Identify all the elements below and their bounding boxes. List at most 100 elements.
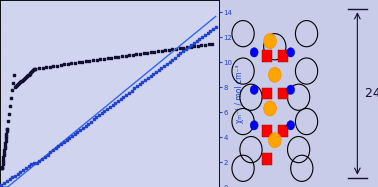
Point — [115, 55, 121, 58]
Point — [26, 165, 32, 168]
Point — [3, 139, 9, 142]
Point — [74, 130, 81, 133]
Point — [76, 61, 82, 64]
Point — [23, 76, 29, 79]
Point — [2, 142, 8, 145]
Point — [99, 112, 105, 115]
Point — [137, 52, 143, 55]
Point — [188, 44, 194, 47]
Point — [0, 161, 6, 164]
Point — [164, 62, 170, 65]
Point — [206, 43, 212, 46]
Point — [25, 74, 31, 77]
Bar — [262, 125, 272, 137]
Circle shape — [264, 101, 276, 116]
Point — [142, 79, 148, 82]
Point — [202, 33, 208, 36]
Point — [97, 58, 103, 61]
Point — [5, 120, 11, 123]
Point — [183, 48, 189, 51]
Point — [158, 66, 164, 69]
Point — [115, 99, 121, 102]
Point — [64, 139, 70, 142]
Point — [199, 35, 205, 38]
Point — [25, 73, 31, 76]
Point — [112, 56, 118, 59]
Point — [29, 70, 36, 73]
Point — [82, 124, 88, 127]
Circle shape — [250, 85, 258, 94]
Point — [4, 128, 10, 131]
Point — [191, 45, 197, 48]
Point — [0, 163, 6, 166]
Point — [2, 146, 8, 149]
Point — [2, 144, 8, 147]
Point — [28, 71, 34, 74]
Point — [96, 114, 102, 117]
Point — [8, 96, 14, 99]
Point — [87, 59, 93, 62]
Point — [202, 43, 208, 46]
Point — [3, 137, 9, 140]
Circle shape — [250, 48, 258, 57]
Point — [28, 70, 34, 73]
Point — [58, 143, 64, 146]
Point — [108, 56, 114, 59]
Point — [207, 29, 213, 32]
Point — [88, 120, 94, 123]
Point — [85, 122, 91, 125]
Point — [12, 85, 18, 88]
Point — [77, 128, 83, 131]
Point — [110, 104, 116, 107]
Point — [0, 165, 5, 168]
Point — [155, 50, 161, 53]
Point — [0, 167, 5, 170]
Point — [187, 45, 194, 48]
Point — [91, 118, 97, 121]
Point — [122, 54, 129, 57]
Point — [204, 31, 211, 34]
Point — [104, 108, 110, 111]
Point — [23, 167, 29, 170]
Bar — [278, 50, 288, 62]
Point — [119, 55, 125, 58]
Point — [94, 58, 100, 61]
Point — [133, 53, 139, 56]
Point — [118, 97, 124, 100]
Point — [107, 106, 113, 109]
Point — [162, 49, 168, 52]
Point — [9, 176, 15, 179]
Point — [39, 157, 45, 160]
Point — [30, 69, 36, 72]
Point — [0, 156, 6, 159]
Point — [10, 81, 16, 84]
Point — [147, 75, 153, 78]
Bar — [262, 50, 272, 62]
Point — [61, 141, 67, 144]
Point — [1, 154, 7, 157]
Point — [169, 48, 175, 51]
Point — [101, 57, 107, 60]
Circle shape — [250, 121, 258, 130]
Point — [17, 170, 23, 173]
Point — [4, 130, 10, 133]
Circle shape — [268, 67, 281, 82]
Point — [0, 167, 5, 170]
Point — [180, 46, 186, 49]
Point — [213, 25, 219, 28]
Point — [31, 161, 37, 164]
Point — [12, 174, 18, 177]
Point — [50, 65, 56, 68]
Point — [66, 137, 72, 140]
Point — [21, 77, 27, 80]
Point — [144, 51, 150, 54]
Point — [36, 67, 42, 70]
Point — [65, 62, 71, 65]
Bar — [262, 153, 272, 165]
Point — [93, 116, 99, 119]
Point — [43, 66, 49, 69]
Point — [20, 78, 26, 81]
Circle shape — [287, 121, 295, 130]
Point — [0, 183, 5, 186]
Point — [18, 80, 24, 83]
